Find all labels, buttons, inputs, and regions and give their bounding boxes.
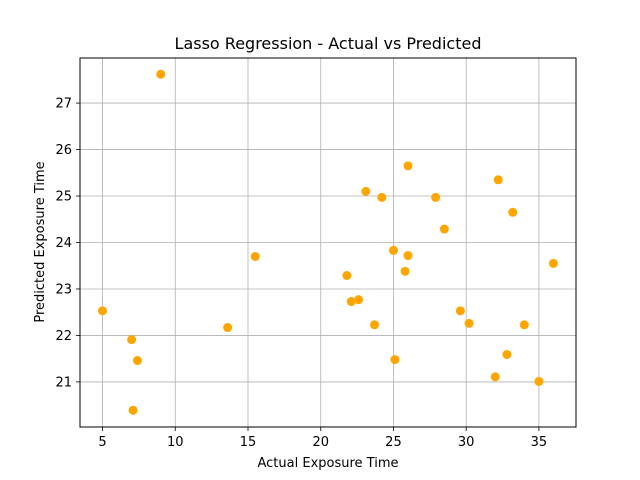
x-tick-label: 25 xyxy=(385,435,402,450)
y-tick-label: 22 xyxy=(55,329,72,344)
data-point xyxy=(390,355,400,365)
data-point xyxy=(346,297,356,307)
y-axis-ticks: 21 22 23 24 25 26 27 xyxy=(55,97,80,390)
data-point xyxy=(519,320,529,330)
data-point xyxy=(534,376,544,386)
data-point xyxy=(502,350,512,360)
chart-title: Lasso Regression - Actual vs Predicted xyxy=(175,34,482,53)
x-tick-label: 35 xyxy=(531,435,548,450)
data-point xyxy=(400,266,410,276)
data-point xyxy=(439,224,449,234)
data-point xyxy=(508,207,518,217)
x-tick-label: 20 xyxy=(312,435,329,450)
data-point xyxy=(455,306,465,316)
data-point xyxy=(98,306,108,316)
x-axis-label: Actual Exposure Time xyxy=(258,456,399,471)
data-point xyxy=(370,320,380,330)
data-point xyxy=(354,295,364,305)
x-tick-label: 30 xyxy=(458,435,475,450)
y-tick-label: 24 xyxy=(55,236,72,251)
data-point xyxy=(548,258,558,268)
data-point xyxy=(377,192,387,202)
data-point xyxy=(361,186,371,196)
y-tick-label: 27 xyxy=(55,97,72,112)
y-tick-label: 21 xyxy=(55,375,72,390)
data-point xyxy=(388,245,398,255)
y-tick-label: 25 xyxy=(55,190,72,205)
grid xyxy=(80,58,576,427)
data-point xyxy=(493,175,503,185)
y-axis-label: Predicted Exposure Time xyxy=(33,161,48,322)
y-tick-label: 23 xyxy=(55,282,72,297)
y-tick-label: 26 xyxy=(55,143,72,158)
data-point xyxy=(490,372,500,382)
data-points xyxy=(98,69,558,415)
data-point xyxy=(132,356,142,366)
data-point xyxy=(127,335,137,345)
data-point xyxy=(156,69,166,79)
data-point xyxy=(464,318,474,328)
data-point xyxy=(128,405,138,415)
data-point xyxy=(431,192,441,202)
data-point xyxy=(250,251,260,261)
data-point xyxy=(223,323,233,333)
x-axis-ticks: 5 10 15 20 25 30 35 xyxy=(98,427,547,450)
x-tick-label: 15 xyxy=(240,435,257,450)
data-point xyxy=(403,161,413,171)
data-point xyxy=(403,251,413,261)
x-tick-label: 10 xyxy=(167,435,184,450)
data-point xyxy=(342,270,352,280)
x-tick-label: 5 xyxy=(98,435,106,450)
